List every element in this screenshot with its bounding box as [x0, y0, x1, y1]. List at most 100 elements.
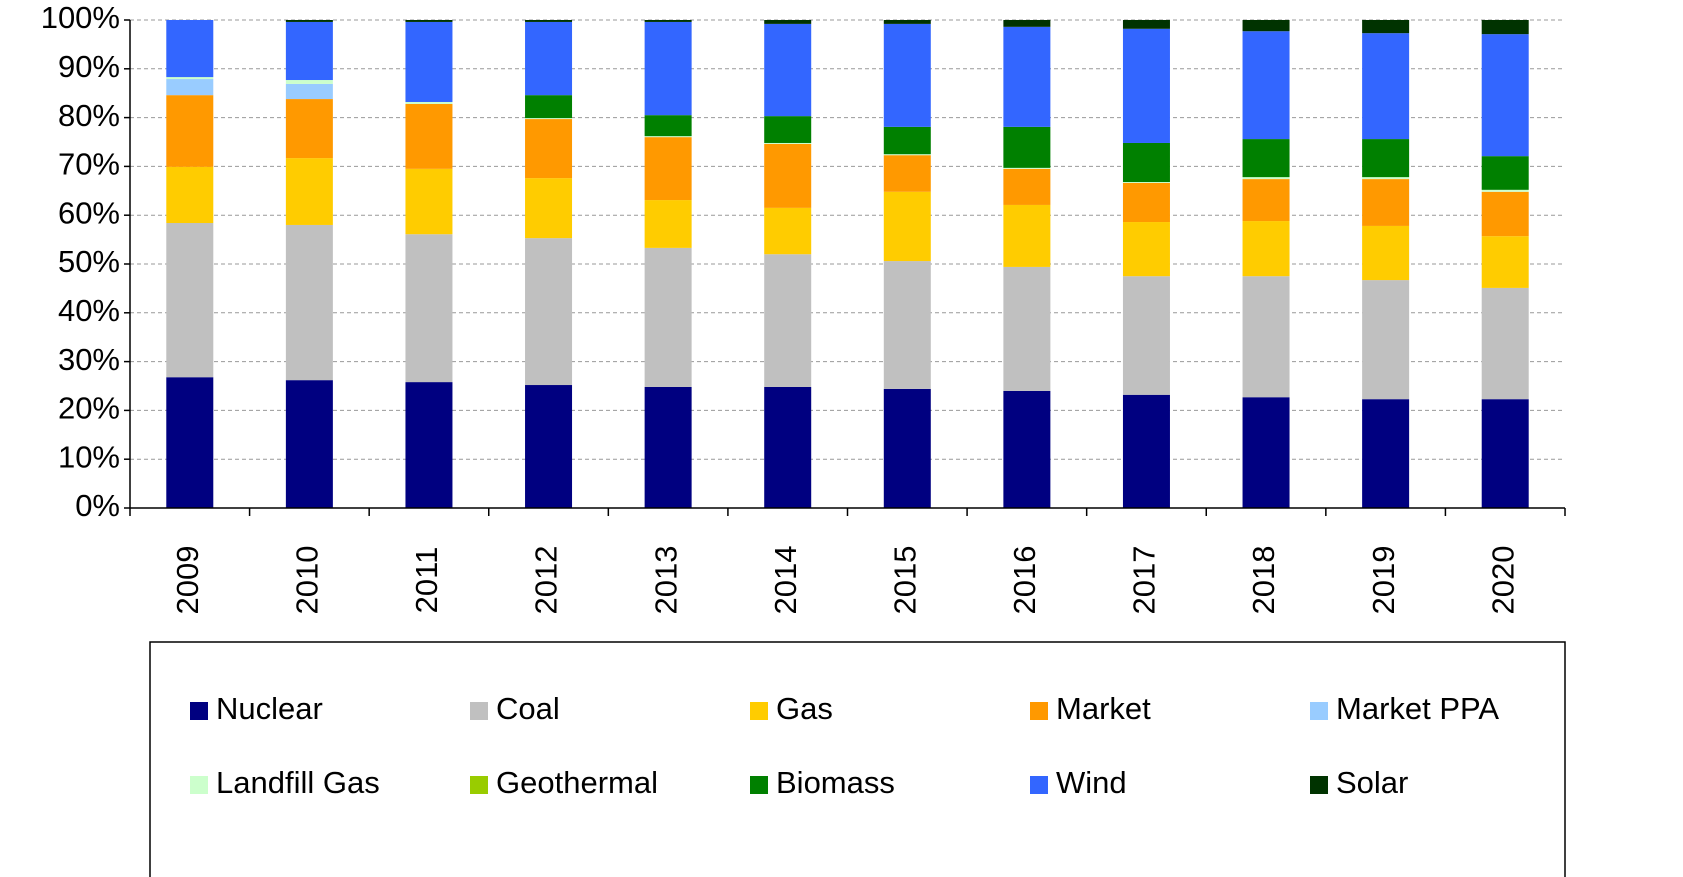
bar-segment: [1481, 34, 1529, 157]
bar-segment: [644, 136, 692, 138]
bar-segment: [883, 261, 931, 389]
y-tick-label: 20%: [58, 391, 120, 426]
bar-segment: [1362, 139, 1410, 178]
bar-segment: [1122, 182, 1170, 183]
bar-segment: [1003, 167, 1051, 169]
x-tick-label: 2015: [887, 546, 922, 615]
y-tick-label: 40%: [58, 293, 120, 328]
bar-segment: [285, 83, 333, 100]
x-tick-label: 2019: [1366, 546, 1401, 615]
bar-segment: [1362, 399, 1410, 508]
legend-swatch: [470, 702, 488, 720]
legend-swatch: [1310, 702, 1328, 720]
bar-segment: [883, 126, 931, 155]
bar-segment: [764, 116, 812, 143]
bar-segment: [1481, 399, 1529, 508]
legend-swatch: [190, 776, 208, 794]
bar-segment: [644, 115, 692, 137]
y-tick-label: 80%: [58, 98, 120, 133]
bar-segment: [1003, 266, 1051, 391]
bar-segment: [1003, 26, 1051, 127]
bar-segment: [883, 154, 931, 156]
legend-label: Nuclear: [216, 691, 323, 726]
y-tick-label: 10%: [58, 439, 120, 474]
x-tick-label: 2013: [648, 546, 683, 615]
bar-segment: [1362, 20, 1410, 34]
bar-segment: [764, 386, 812, 508]
bar-segment: [525, 118, 573, 120]
bar-segment: [166, 166, 214, 224]
legend-label: Gas: [776, 691, 833, 726]
bar-segment: [405, 382, 453, 508]
bar-segment: [405, 101, 453, 104]
bar-segment: [644, 137, 692, 201]
legend-swatch: [750, 702, 768, 720]
bar-segment: [1242, 20, 1290, 32]
bar-segment: [1122, 222, 1170, 277]
bar-segment: [1242, 139, 1290, 178]
bar-segment: [1003, 204, 1051, 267]
bar-segment: [1122, 182, 1170, 223]
y-tick-label: 70%: [58, 147, 120, 182]
bar-segment: [405, 20, 453, 22]
bar-segment: [525, 119, 573, 179]
bar-segment: [1362, 33, 1410, 140]
legend-box: [149, 641, 1566, 877]
legend-swatch: [190, 702, 208, 720]
bar-segment: [764, 20, 812, 24]
bar-segment: [1122, 142, 1170, 183]
bar-segment: [1242, 276, 1290, 398]
bar-segment: [1481, 20, 1529, 35]
x-tick-label: 2016: [1007, 546, 1042, 615]
x-tick-label: 2014: [768, 546, 803, 615]
legend-label: Landfill Gas: [216, 765, 380, 800]
bar-segment: [1242, 31, 1290, 140]
bar-segment: [1481, 287, 1529, 400]
bar-segment: [1122, 276, 1170, 395]
bar-segment: [1362, 280, 1410, 400]
x-tick-label: 2017: [1127, 546, 1162, 615]
bar-segment: [1242, 177, 1290, 180]
bar-segment: [1003, 126, 1051, 168]
bar-segment: [1242, 397, 1290, 508]
bar-segment: [764, 143, 812, 208]
bar-segment: [1481, 191, 1529, 237]
bar-segment: [1362, 179, 1410, 226]
bar-segment: [644, 20, 692, 22]
x-tick-label: 2009: [170, 546, 205, 615]
bar-segment: [166, 95, 214, 167]
bar-segment: [285, 224, 333, 381]
bar-segment: [764, 254, 812, 387]
bar-segment: [644, 386, 692, 508]
bar-segment: [525, 385, 573, 508]
bar-segment: [166, 20, 214, 78]
bar-segment: [1481, 189, 1529, 192]
bar-segment: [644, 21, 692, 116]
bar-segment: [285, 380, 333, 508]
legend-label: Coal: [496, 691, 560, 726]
bar-segment: [1481, 236, 1529, 288]
bar-segment: [285, 21, 333, 81]
bar-segment: [764, 142, 812, 144]
bar-segment: [285, 99, 333, 159]
bar-segment: [1362, 177, 1410, 180]
bar-segment: [405, 21, 453, 102]
legend-swatch: [1310, 776, 1328, 794]
x-tick-label: 2011: [409, 547, 444, 614]
bar-segment: [1481, 156, 1529, 190]
bar-segment: [285, 20, 333, 22]
bar-segment: [1003, 20, 1051, 27]
bar-segment: [1122, 20, 1170, 29]
legend-swatch: [470, 776, 488, 794]
legend-swatch: [750, 776, 768, 794]
bar-segment: [883, 191, 931, 262]
legend-label: Market PPA: [1336, 691, 1499, 726]
legend-label: Geothermal: [496, 765, 658, 800]
x-tick-label: 2012: [529, 546, 564, 615]
bar-segment: [405, 234, 453, 383]
bar-segment: [525, 20, 573, 22]
y-tick-label: 0%: [75, 488, 120, 523]
x-tick-label: 2018: [1246, 546, 1281, 615]
